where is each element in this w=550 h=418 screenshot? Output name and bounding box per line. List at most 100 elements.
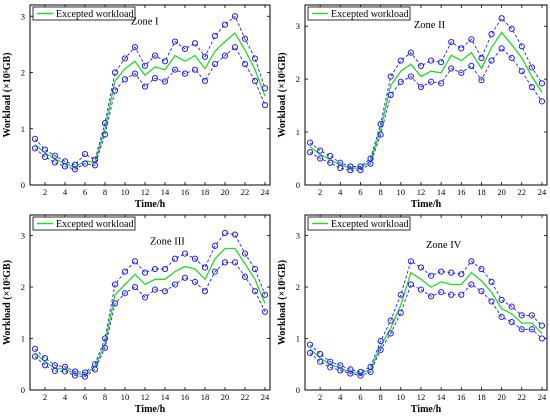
data-point-upper bbox=[417, 264, 425, 271]
data-point-upper bbox=[111, 69, 119, 76]
zone-annotation: Zone II bbox=[414, 20, 446, 31]
data-point-upper bbox=[407, 258, 414, 265]
data-point-lower bbox=[121, 76, 129, 83]
series-line-lower bbox=[34, 46, 266, 170]
data-point-lower bbox=[427, 78, 435, 85]
data-point-lower bbox=[211, 60, 219, 68]
data-point-lower bbox=[101, 131, 109, 138]
data-point-lower bbox=[191, 278, 199, 286]
data-point-lower bbox=[317, 358, 324, 365]
data-point-upper bbox=[181, 250, 189, 257]
data-point-lower bbox=[407, 281, 414, 288]
data-point-lower bbox=[251, 77, 259, 85]
x-tick-label: 4 bbox=[338, 392, 343, 402]
x-tick-label: 20 bbox=[497, 392, 506, 402]
legend-label-expected: Excepted workload bbox=[56, 219, 133, 230]
data-point-upper bbox=[211, 242, 219, 249]
y-axis-label: Workload (×10⁵GB) bbox=[2, 52, 13, 137]
data-point-upper bbox=[498, 296, 505, 304]
x-tick-label: 4 bbox=[63, 392, 68, 402]
x-tick-label: 16 bbox=[457, 187, 466, 197]
legend-box bbox=[32, 6, 136, 21]
x-tick-label: 20 bbox=[221, 187, 230, 197]
y-tick-label: 0 bbox=[296, 385, 300, 395]
data-point-lower bbox=[377, 346, 384, 353]
series-line-upper bbox=[34, 232, 266, 373]
data-point-lower bbox=[468, 62, 475, 69]
data-point-lower bbox=[111, 87, 119, 94]
x-tick-label: 18 bbox=[201, 187, 210, 197]
data-point-upper bbox=[448, 38, 455, 46]
data-point-lower bbox=[241, 273, 249, 280]
series-line-expected bbox=[34, 247, 266, 376]
series-line-lower bbox=[309, 283, 543, 377]
data-point-upper bbox=[438, 59, 445, 66]
data-point-upper bbox=[71, 368, 79, 375]
data-point-upper bbox=[387, 317, 394, 324]
zone-annotation: Zone I bbox=[131, 16, 159, 27]
data-point-upper bbox=[171, 255, 179, 262]
x-tick-label: 12 bbox=[141, 187, 150, 197]
x-tick-label: 2 bbox=[43, 392, 47, 402]
data-point-upper bbox=[528, 312, 535, 319]
x-tick-label: 24 bbox=[538, 187, 547, 197]
y-axis-label: Workload (×10⁵GB) bbox=[277, 52, 288, 137]
legend-label-expected: Excepted workload bbox=[331, 219, 408, 230]
series-line-upper bbox=[309, 17, 543, 167]
data-point-lower bbox=[211, 268, 219, 275]
x-tick-label: 14 bbox=[161, 392, 170, 402]
data-point-lower bbox=[161, 288, 169, 295]
data-point-upper bbox=[31, 135, 39, 142]
data-point-lower bbox=[81, 373, 89, 380]
x-tick-label: 8 bbox=[379, 187, 383, 197]
data-point-upper bbox=[427, 272, 435, 279]
x-tick-label: 20 bbox=[497, 187, 506, 197]
x-tick-label: 14 bbox=[437, 392, 446, 402]
x-tick-label: 24 bbox=[261, 392, 270, 402]
y-tick-label: 1 bbox=[21, 334, 25, 344]
x-tick-label: 18 bbox=[201, 392, 210, 402]
data-point-upper bbox=[488, 278, 495, 286]
y-axis-label: Workload (×10⁵GB) bbox=[277, 260, 288, 345]
y-tick-label: 1 bbox=[296, 334, 300, 344]
data-point-lower bbox=[306, 149, 314, 156]
x-tick-label: 10 bbox=[121, 392, 130, 402]
x-tick-label: 22 bbox=[241, 187, 250, 197]
data-point-lower bbox=[201, 77, 209, 85]
data-point-lower bbox=[377, 131, 384, 138]
data-point-lower bbox=[317, 155, 324, 162]
data-point-lower bbox=[417, 286, 425, 293]
data-point-lower bbox=[306, 349, 314, 357]
data-point-upper bbox=[121, 268, 129, 275]
y-tick-label: 2 bbox=[296, 74, 300, 84]
x-tick-label: 6 bbox=[358, 187, 362, 197]
x-tick-label: 10 bbox=[397, 392, 406, 402]
data-point-upper bbox=[448, 269, 455, 276]
data-point-upper bbox=[508, 25, 515, 32]
data-point-lower bbox=[417, 83, 425, 91]
data-point-lower bbox=[387, 91, 394, 99]
legend-label-expected: Excepted workload bbox=[331, 9, 408, 20]
data-point-lower bbox=[498, 313, 505, 321]
data-point-upper bbox=[518, 312, 525, 319]
data-point-upper bbox=[478, 54, 485, 62]
data-point-lower bbox=[357, 167, 364, 174]
data-point-lower bbox=[508, 318, 515, 326]
data-point-lower bbox=[458, 69, 465, 76]
x-tick-label: 16 bbox=[457, 392, 466, 402]
data-point-lower bbox=[498, 45, 505, 52]
data-point-upper bbox=[397, 291, 404, 298]
data-point-lower bbox=[71, 372, 79, 379]
data-point-upper bbox=[221, 229, 229, 237]
x-tick-label: 18 bbox=[477, 392, 486, 402]
data-point-lower bbox=[367, 160, 374, 167]
data-point-lower bbox=[488, 57, 495, 64]
plot-frame bbox=[29, 4, 271, 186]
x-tick-label: 10 bbox=[397, 187, 406, 197]
data-point-lower bbox=[367, 368, 374, 376]
data-point-lower bbox=[458, 291, 465, 298]
series-line-lower bbox=[309, 47, 543, 171]
